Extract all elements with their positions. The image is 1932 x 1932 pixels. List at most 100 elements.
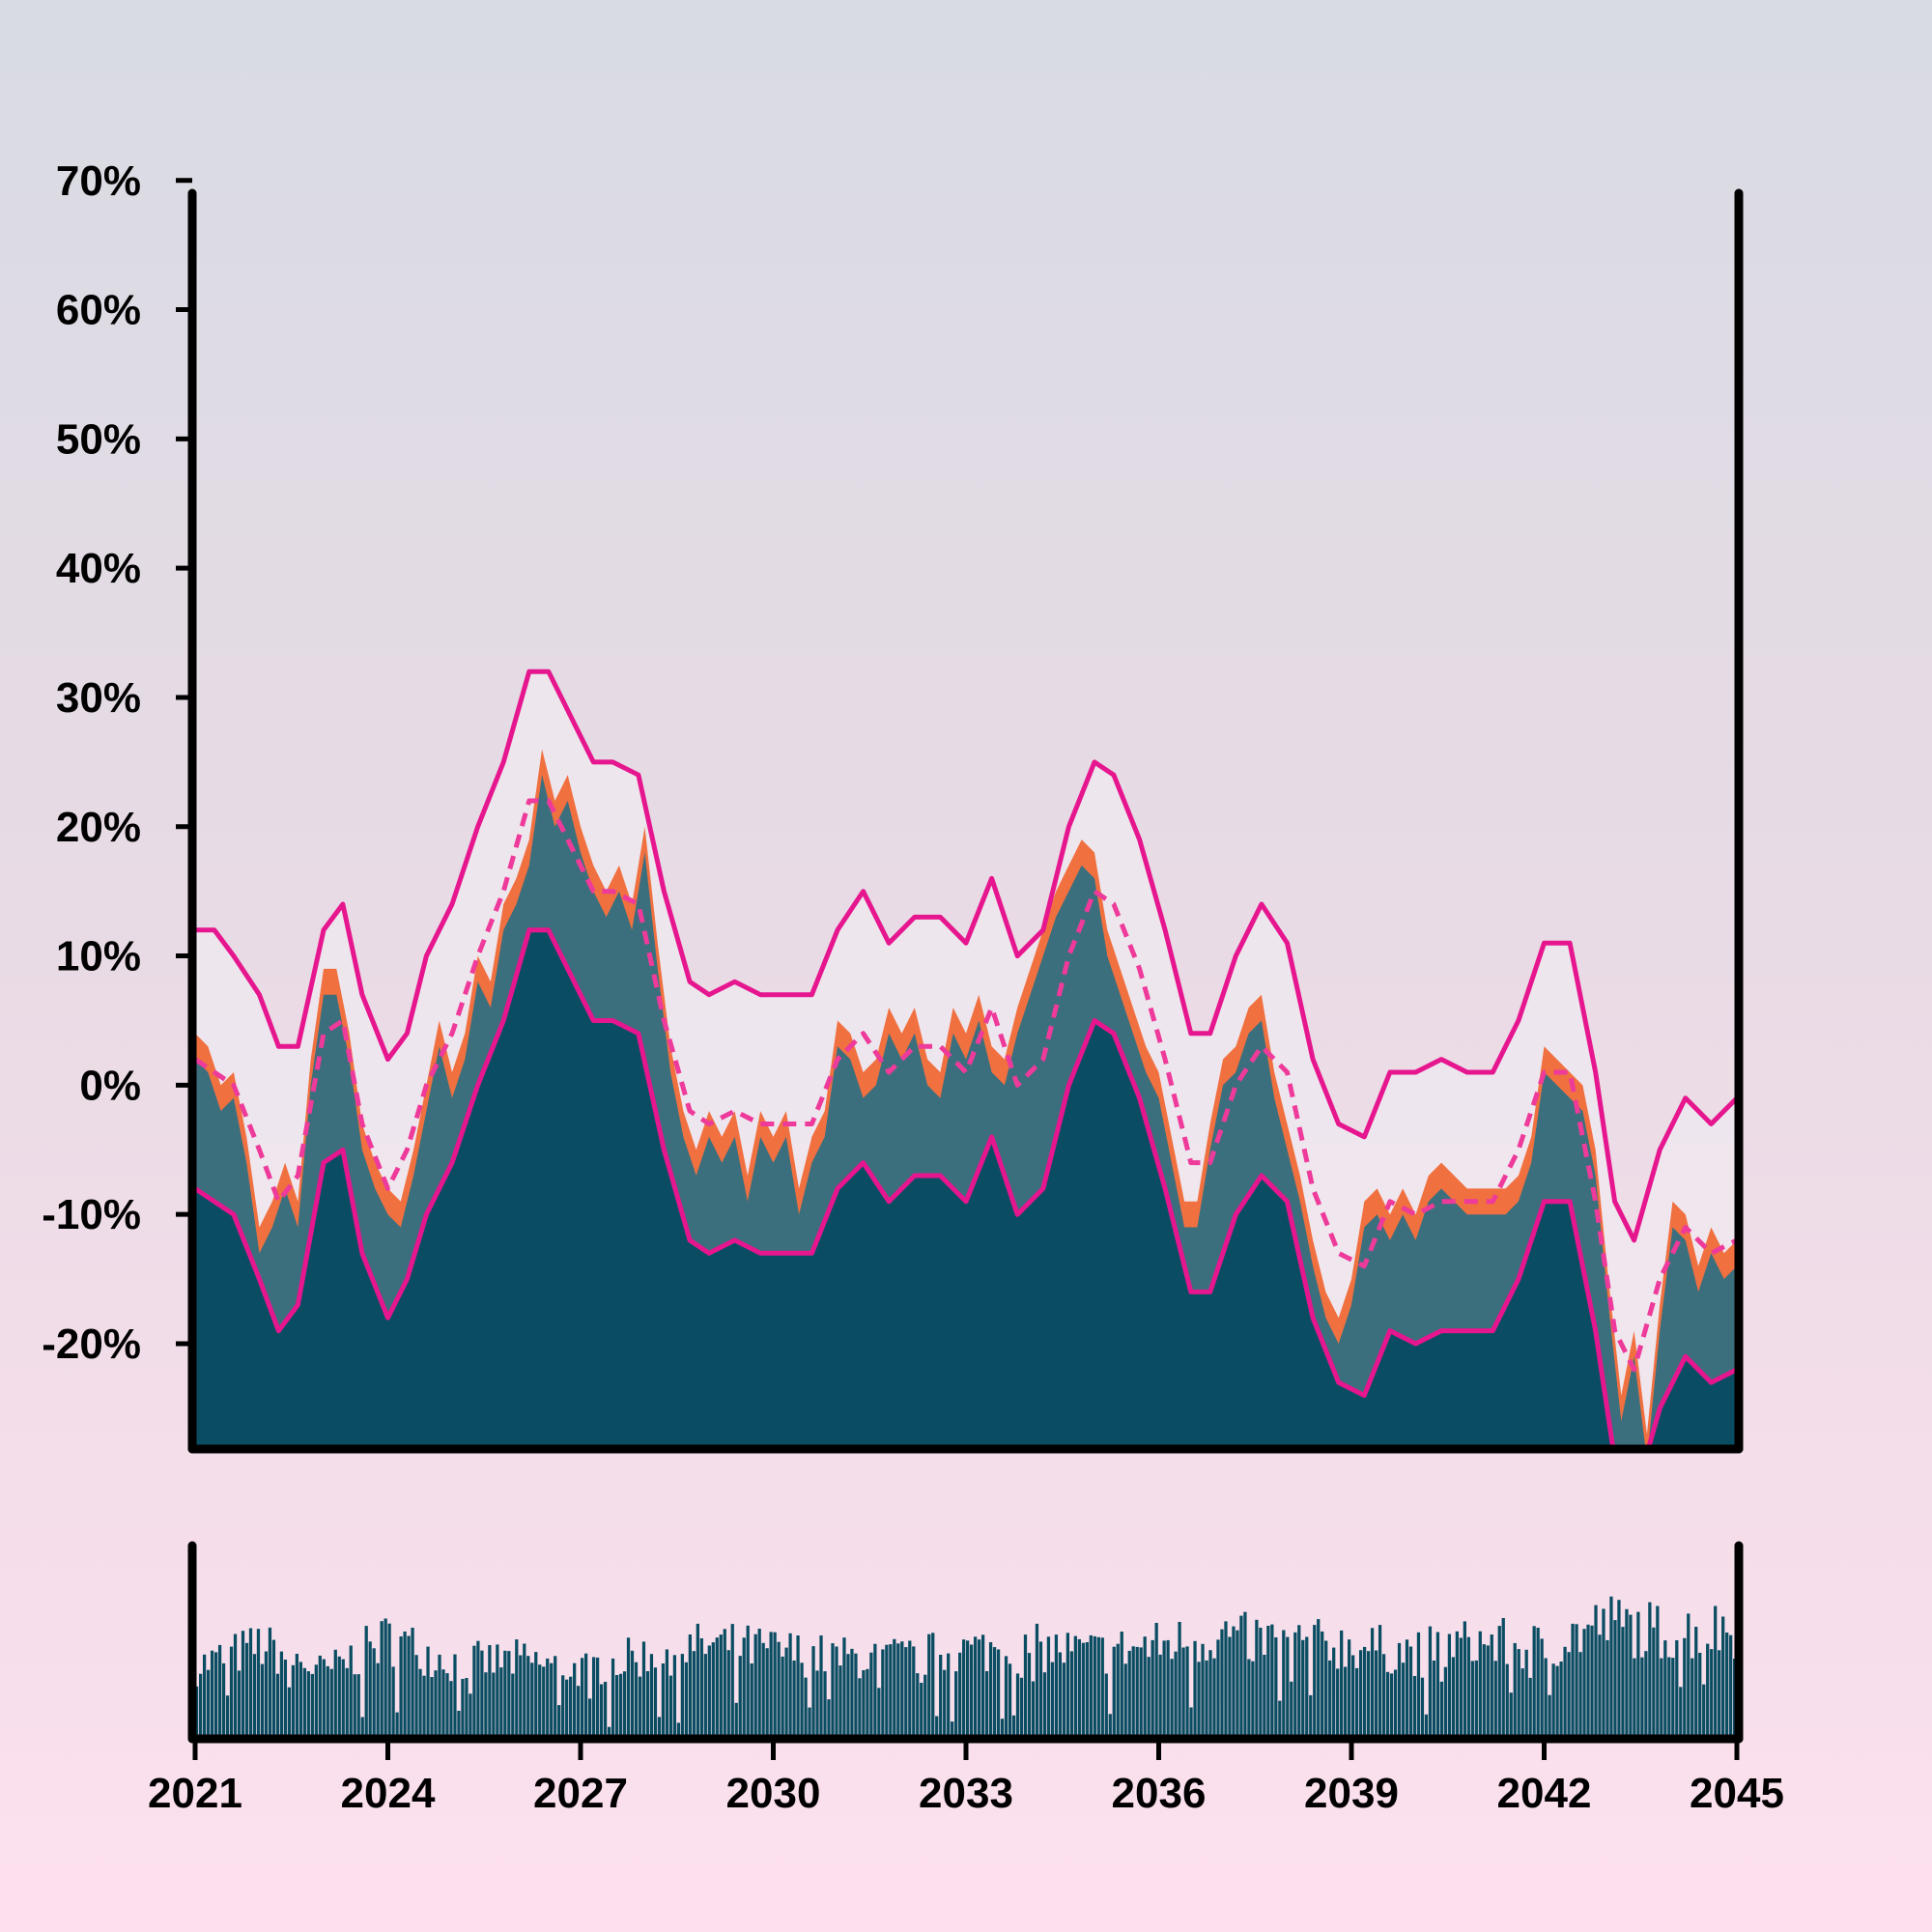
volume-bar [1000,1719,1005,1735]
volume-bar [1042,1672,1047,1735]
volume-bar [1266,1626,1270,1735]
volume-bar [484,1672,488,1735]
volume-bar [407,1635,411,1735]
volume-bar [217,1644,222,1735]
volume-bar [573,1662,577,1735]
volume-bar [692,1651,696,1735]
volume-bar [595,1657,600,1735]
volume-bar [730,1624,734,1735]
volume-bar [372,1648,376,1735]
volume-bar [1255,1619,1259,1735]
volume-bar [707,1645,711,1735]
volume-bar [337,1656,341,1735]
volume-bar [587,1698,592,1735]
volume-bar [1605,1639,1609,1735]
volume-bar [581,1658,584,1735]
volume-bar [1220,1629,1224,1735]
volume-bar [1170,1659,1174,1735]
volume-bar [519,1655,523,1735]
volume-bar [1517,1649,1520,1735]
volume-bar [333,1649,337,1735]
volume-bar [1416,1632,1421,1735]
volume-bar [885,1644,889,1735]
volume-bar [935,1716,939,1735]
volume-bar [862,1670,866,1735]
volume-bar [1162,1640,1166,1735]
volume-bar [503,1650,507,1735]
volume-bar [244,1642,249,1735]
volume-bar [943,1669,947,1735]
volume-bar [1609,1596,1613,1735]
volume-bar [1286,1636,1290,1735]
volume-bar [550,1662,554,1735]
volume-bar [1663,1640,1667,1735]
volume-bar [426,1646,430,1735]
volume-bar [306,1671,310,1735]
volume-bar [1408,1646,1413,1735]
volume-bar [1027,1653,1032,1735]
volume-bar [838,1665,842,1735]
x-tick-label: 2042 [1497,1770,1592,1817]
volume-bar [1524,1649,1528,1735]
volume-bar [835,1646,838,1735]
volume-bar [554,1656,557,1735]
volume-bar [1008,1663,1012,1735]
volume-bar [542,1666,546,1735]
volume-bar [252,1654,257,1735]
volume-bar [1366,1651,1371,1735]
volume-bar [1532,1626,1536,1735]
volume-bar [1652,1627,1656,1735]
volume-bar [1586,1624,1590,1735]
volume-bar [1559,1662,1563,1735]
volume-bar [1563,1646,1567,1735]
volume-bar [1721,1616,1725,1735]
volume-bar [784,1647,788,1735]
volume-bar [1228,1636,1232,1735]
volume-bar [1509,1692,1513,1735]
volume-bar [1694,1627,1698,1735]
volume-bar [1108,1714,1112,1735]
volume-bar [1340,1630,1344,1735]
volume-bar [1004,1656,1009,1735]
volume-bar [1613,1620,1617,1735]
volume-bar [221,1662,226,1735]
volume-bar [877,1688,881,1735]
volume-bar [387,1623,391,1735]
volume-bar [1077,1638,1081,1735]
volume-bar [958,1652,962,1735]
volume-bar [1031,1681,1036,1735]
volume-bar [931,1633,935,1735]
volume-bar [992,1647,997,1735]
volume-bar [904,1647,908,1735]
volume-bar [1544,1658,1548,1735]
volume-bar [927,1634,931,1735]
volume-bar [279,1651,284,1735]
volume-bar [738,1656,742,1735]
volume-bar [846,1654,850,1735]
volume-bar [1602,1608,1605,1735]
volume-bar [445,1673,449,1735]
volume-bar [1158,1654,1162,1735]
volume-bar [1135,1646,1139,1735]
volume-bar [1540,1638,1544,1735]
volume-bar [1147,1657,1151,1735]
volume-bar [322,1659,326,1735]
volume-bar [376,1662,380,1735]
volume-bar [641,1641,646,1735]
volume-bar [1493,1661,1497,1735]
volume-bar [1451,1657,1456,1735]
volume-bar [1062,1662,1066,1735]
x-tick-label: 2024 [341,1770,436,1817]
volume-bar [430,1677,434,1735]
volume-bar [1131,1646,1135,1735]
volume-bar [761,1642,765,1735]
volume-bar [947,1653,951,1735]
volume-bar [603,1682,608,1735]
volume-bar [1466,1636,1470,1735]
volume-bar [1151,1639,1154,1735]
upper-band-line [195,668,1737,1243]
volume-bar [414,1655,418,1735]
volume-bar [1702,1684,1706,1735]
volume-bar [649,1654,654,1735]
volume-bar [499,1667,503,1735]
